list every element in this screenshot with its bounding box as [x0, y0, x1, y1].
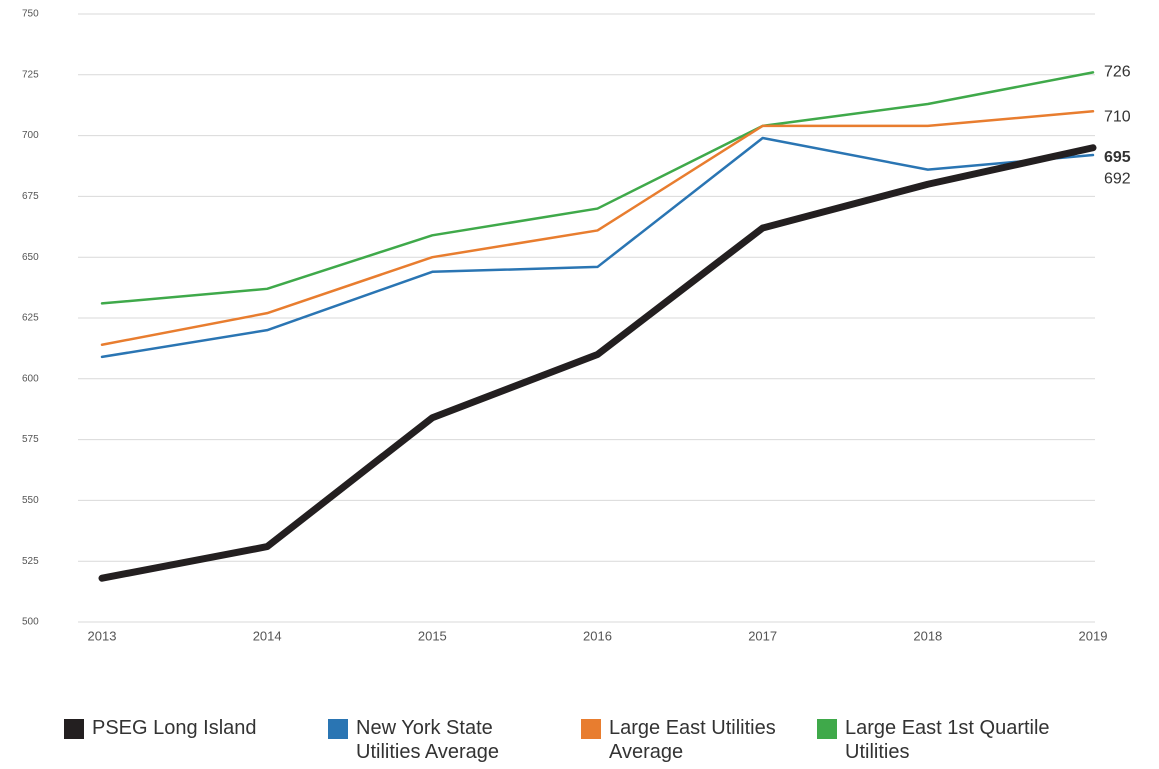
- legend-label: New York State Utilities Average: [356, 717, 500, 763]
- x-tick-label: 2016: [583, 628, 612, 643]
- chart: 500 525 550 575 600 625 650 675 700 725 750 2013 201…: [22, 9, 1131, 644]
- end-value-label: 692: [1104, 170, 1131, 187]
- x-tick-label: 2013: [88, 628, 117, 643]
- y-tick-label: 575: [22, 434, 39, 445]
- legend-item: PSEG Long Island: [64, 716, 292, 740]
- y-tick-label: 675: [22, 191, 39, 202]
- y-tick-label: 650: [22, 252, 39, 263]
- y-tick-label: 725: [22, 69, 39, 80]
- legend-swatch: [328, 719, 348, 739]
- x-tick-label: 2015: [418, 628, 447, 643]
- end-value-label: 695: [1104, 149, 1131, 166]
- series-line: [100, 110, 1095, 347]
- legend-swatch: [64, 719, 84, 739]
- legend-item: Large East Utilities Average: [581, 716, 789, 764]
- series-line: [100, 71, 1095, 305]
- y-tick-label: 625: [22, 313, 39, 324]
- legend-label: Large East 1st Quartile Utilities: [845, 717, 1050, 763]
- legend-swatch: [817, 719, 837, 739]
- end-value-label: 726: [1104, 64, 1131, 81]
- y-tick-label: 525: [22, 556, 39, 567]
- legend-item: New York State Utilities Average: [328, 716, 536, 764]
- x-tick-label: 2017: [748, 628, 777, 643]
- legend-label: Large East Utilities Average: [609, 717, 776, 763]
- series-line: [100, 136, 1095, 359]
- y-tick-label: 700: [22, 130, 39, 141]
- y-tick-label: 500: [22, 617, 39, 628]
- y-tick-label: 550: [22, 495, 39, 506]
- x-tick-label: 2014: [253, 628, 282, 643]
- legend-label: PSEG Long Island: [92, 717, 257, 739]
- end-value-label: 710: [1104, 108, 1131, 125]
- legend-item: Large East 1st Quartile Utilities: [817, 716, 1055, 764]
- y-tick-label: 750: [22, 9, 39, 20]
- legend-swatch: [581, 719, 601, 739]
- x-tick-label: 2019: [1079, 628, 1108, 643]
- y-tick-label: 600: [22, 373, 39, 384]
- legend: PSEG Long Island New York State Utilities…: [0, 716, 1159, 769]
- x-tick-label: 2018: [913, 628, 942, 643]
- series-line: [98, 144, 1097, 582]
